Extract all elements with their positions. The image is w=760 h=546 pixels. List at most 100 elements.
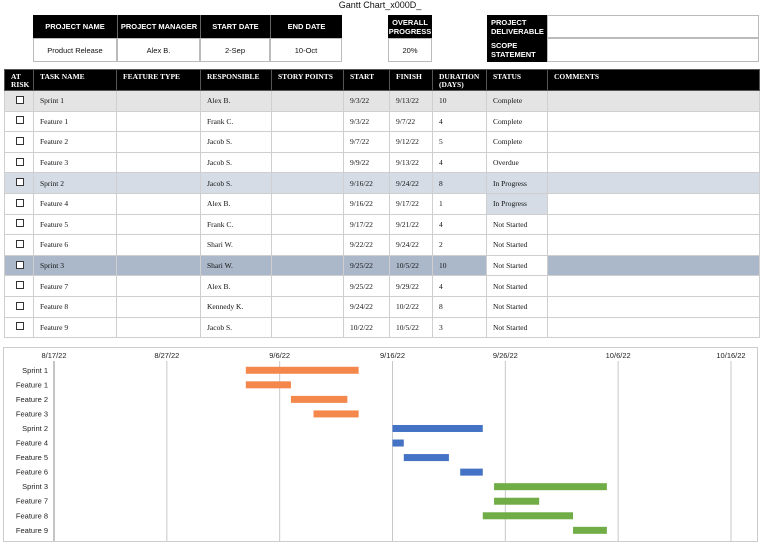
start-cell[interactable]: 9/25/22 <box>344 276 390 297</box>
at-risk-checkbox-cell[interactable] <box>5 91 34 112</box>
comments-cell[interactable] <box>548 132 760 153</box>
duration-cell[interactable]: 4 <box>433 111 487 132</box>
at-risk-checkbox[interactable] <box>16 96 24 104</box>
responsible-cell[interactable]: Alex B. <box>201 91 272 112</box>
comments-cell[interactable] <box>548 296 760 317</box>
status-cell[interactable]: Not Started <box>487 296 548 317</box>
story-points-cell[interactable] <box>272 91 344 112</box>
at-risk-checkbox[interactable] <box>16 137 24 145</box>
story-points-cell[interactable] <box>272 132 344 153</box>
start-cell[interactable]: 9/17/22 <box>344 214 390 235</box>
comments-cell[interactable] <box>548 91 760 112</box>
at-risk-checkbox-cell[interactable] <box>5 111 34 132</box>
task-name-cell[interactable]: Feature 8 <box>34 296 117 317</box>
feature-type-cell[interactable] <box>117 235 201 256</box>
comments-cell[interactable] <box>548 173 760 194</box>
responsible-cell[interactable]: Jacob S. <box>201 152 272 173</box>
at-risk-checkbox[interactable] <box>16 240 24 248</box>
start-cell[interactable]: 9/24/22 <box>344 296 390 317</box>
project-manager-value[interactable]: Alex B. <box>117 38 200 62</box>
status-cell[interactable]: Not Started <box>487 235 548 256</box>
comments-cell[interactable] <box>548 193 760 214</box>
feature-type-cell[interactable] <box>117 296 201 317</box>
status-cell[interactable]: Not Started <box>487 214 548 235</box>
duration-cell[interactable]: 4 <box>433 152 487 173</box>
status-cell[interactable]: Not Started <box>487 317 548 338</box>
finish-cell[interactable]: 9/12/22 <box>390 132 433 153</box>
responsible-cell[interactable]: Kennedy K. <box>201 296 272 317</box>
at-risk-checkbox-cell[interactable] <box>5 235 34 256</box>
at-risk-checkbox-cell[interactable] <box>5 173 34 194</box>
duration-cell[interactable]: 3 <box>433 317 487 338</box>
duration-cell[interactable]: 10 <box>433 91 487 112</box>
table-row[interactable]: Feature 4 Alex B. 9/16/22 9/17/22 1 In Progre… <box>5 193 760 214</box>
task-name-cell[interactable]: Sprint 1 <box>34 91 117 112</box>
table-row[interactable]: Feature 6 Shari W. 9/22/22 9/24/22 2 Not Star… <box>5 235 760 256</box>
at-risk-checkbox-cell[interactable] <box>5 193 34 214</box>
task-name-cell[interactable]: Feature 3 <box>34 152 117 173</box>
task-name-cell[interactable]: Feature 9 <box>34 317 117 338</box>
at-risk-checkbox[interactable] <box>16 261 24 269</box>
status-cell[interactable]: Complete <box>487 91 548 112</box>
finish-cell[interactable]: 9/24/22 <box>390 173 433 194</box>
story-points-cell[interactable] <box>272 152 344 173</box>
table-row[interactable]: Sprint 2 Jacob S. 9/16/22 9/24/22 8 In Progre… <box>5 173 760 194</box>
at-risk-checkbox[interactable] <box>16 281 24 289</box>
start-cell[interactable]: 10/2/22 <box>344 317 390 338</box>
status-cell[interactable]: Overdue <box>487 152 548 173</box>
at-risk-checkbox[interactable] <box>16 199 24 207</box>
finish-cell[interactable]: 9/7/22 <box>390 111 433 132</box>
at-risk-checkbox-cell[interactable] <box>5 296 34 317</box>
responsible-cell[interactable]: Alex B. <box>201 193 272 214</box>
responsible-cell[interactable]: Jacob S. <box>201 132 272 153</box>
responsible-cell[interactable]: Alex B. <box>201 276 272 297</box>
status-cell[interactable]: Not Started <box>487 255 548 276</box>
status-cell[interactable]: Complete <box>487 111 548 132</box>
responsible-cell[interactable]: Shari W. <box>201 235 272 256</box>
duration-cell[interactable]: 2 <box>433 235 487 256</box>
at-risk-checkbox[interactable] <box>16 219 24 227</box>
end-date-value[interactable]: 10-Oct <box>270 38 342 62</box>
feature-type-cell[interactable] <box>117 276 201 297</box>
duration-cell[interactable]: 4 <box>433 276 487 297</box>
at-risk-checkbox-cell[interactable] <box>5 132 34 153</box>
responsible-cell[interactable]: Shari W. <box>201 255 272 276</box>
at-risk-checkbox-cell[interactable] <box>5 255 34 276</box>
project-deliverable-value[interactable] <box>547 15 759 38</box>
feature-type-cell[interactable] <box>117 214 201 235</box>
table-row[interactable]: Feature 1 Frank C. 9/3/22 9/7/22 4 Complete <box>5 111 760 132</box>
duration-cell[interactable]: 8 <box>433 296 487 317</box>
overall-progress-value[interactable]: 20% <box>388 38 432 62</box>
comments-cell[interactable] <box>548 276 760 297</box>
project-name-value[interactable]: Product Release <box>33 38 117 62</box>
feature-type-cell[interactable] <box>117 91 201 112</box>
feature-type-cell[interactable] <box>117 111 201 132</box>
finish-cell[interactable]: 9/29/22 <box>390 276 433 297</box>
task-name-cell[interactable]: Feature 1 <box>34 111 117 132</box>
feature-type-cell[interactable] <box>117 152 201 173</box>
table-row[interactable]: Feature 7 Alex B. 9/25/22 9/29/22 4 Not Start… <box>5 276 760 297</box>
task-name-cell[interactable]: Feature 5 <box>34 214 117 235</box>
at-risk-checkbox[interactable] <box>16 322 24 330</box>
feature-type-cell[interactable] <box>117 173 201 194</box>
story-points-cell[interactable] <box>272 317 344 338</box>
finish-cell[interactable]: 9/21/22 <box>390 214 433 235</box>
start-cell[interactable]: 9/22/22 <box>344 235 390 256</box>
duration-cell[interactable]: 5 <box>433 132 487 153</box>
task-name-cell[interactable]: Feature 4 <box>34 193 117 214</box>
duration-cell[interactable]: 10 <box>433 255 487 276</box>
responsible-cell[interactable]: Jacob S. <box>201 317 272 338</box>
table-row[interactable]: Feature 9 Jacob S. 10/2/22 10/5/22 3 Not Star… <box>5 317 760 338</box>
story-points-cell[interactable] <box>272 214 344 235</box>
at-risk-checkbox[interactable] <box>16 178 24 186</box>
finish-cell[interactable]: 9/17/22 <box>390 193 433 214</box>
task-name-cell[interactable]: Feature 2 <box>34 132 117 153</box>
start-cell[interactable]: 9/3/22 <box>344 91 390 112</box>
at-risk-checkbox[interactable] <box>16 116 24 124</box>
feature-type-cell[interactable] <box>117 132 201 153</box>
story-points-cell[interactable] <box>272 276 344 297</box>
task-name-cell[interactable]: Sprint 2 <box>34 173 117 194</box>
finish-cell[interactable]: 9/24/22 <box>390 235 433 256</box>
start-date-value[interactable]: 2-Sep <box>200 38 270 62</box>
comments-cell[interactable] <box>548 152 760 173</box>
